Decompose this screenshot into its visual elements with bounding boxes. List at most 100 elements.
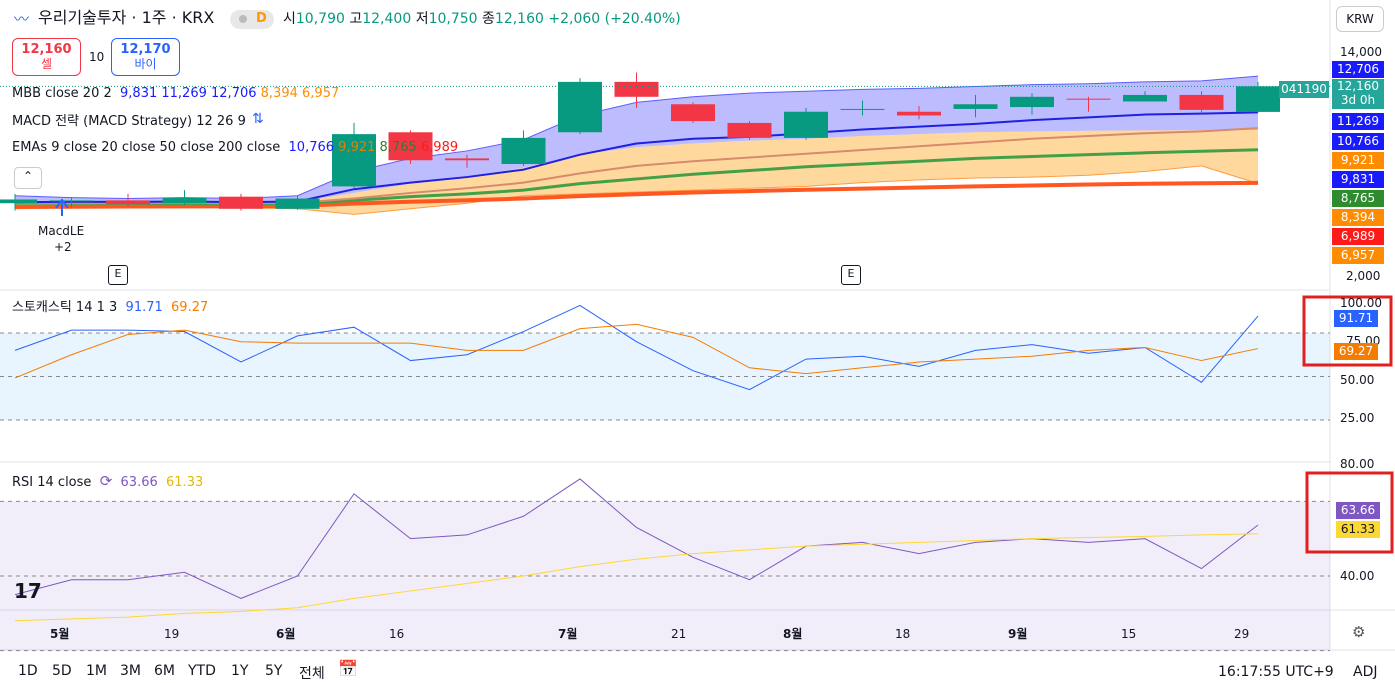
adj-toggle[interactable]: ADJ [1353,664,1378,680]
rsi-ma-line [14,533,1259,622]
price-label-pill: 9,921 [1332,152,1384,169]
price-label-pill: 8,394 [1332,209,1384,226]
event-marker-e[interactable]: E [841,265,861,285]
range-button-1D[interactable]: 1D [18,663,38,679]
price-label-pill: 12,160 3d 0h [1332,79,1384,109]
range-button-5Y[interactable]: 5Y [265,663,283,679]
candle-body [219,196,263,209]
rsi-pill: 63.66 [1336,502,1380,519]
date-range-calendar-icon[interactable]: 📅 [338,659,358,678]
range-button-YTD[interactable]: YTD [188,663,216,679]
candle-body [953,104,998,109]
tradingview-logo-icon[interactable]: 𝟭𝟳 [14,579,42,603]
candle-body [275,198,320,209]
time-axis-label: 21 [671,627,687,641]
price-label-pill: 9,831 [1332,171,1384,188]
time-axis-label: 5월 [50,627,70,641]
candle-body [727,122,772,138]
rsi-axis-80: 80.00 [1340,457,1375,471]
price-axis-bottom: 2,000 [1346,269,1381,283]
brand-icon: 〰 [14,10,30,28]
candle-body [897,111,941,116]
signal-sub: +2 [54,240,72,254]
time-axis-label: 16 [389,627,405,641]
highlight-box [1302,295,1393,367]
price-label-pill: 12,706 [1332,61,1384,78]
badge-letter: D [256,11,267,26]
price-label-pill: 11,269 [1332,113,1384,130]
status-badge[interactable]: D [230,10,274,29]
range-button-1Y[interactable]: 1Y [231,663,249,679]
time-axis-label: 18 [895,627,911,641]
refresh-icon: ⟳ [99,472,113,490]
stoch-axis-50: 50.00 [1340,373,1375,387]
stoch-k-pill: 91.71 [1334,310,1378,327]
candle-body [1123,94,1167,102]
stoch-d-pill: 69.27 [1334,343,1378,360]
currency-selector[interactable]: KRW [1336,6,1384,32]
time-axis-label: 29 [1234,627,1250,641]
range-button-6M[interactable]: 6M [154,663,175,679]
candle-body [49,200,94,202]
clock-readout[interactable]: 16:17:55 UTC+9 [1218,664,1334,680]
event-marker-e[interactable]: E [108,265,128,285]
time-axis-label: 9월 [1008,627,1028,641]
time-axis-label: 8월 [783,627,803,641]
price-label-pill: 10,766 [1332,133,1384,150]
candle-body [558,81,602,133]
candle-body [0,199,37,204]
range-button-전체[interactable]: 전체 [299,666,325,682]
buy-button[interactable]: 12,170 바이 [111,38,180,76]
countdown-label: 3d 0h [1340,93,1376,107]
candle-body [840,108,885,110]
ohlc-readout: 시10,790 고12,400 저10,750 종12,160 +2,060 (… [283,11,681,27]
range-button-5D[interactable]: 5D [52,663,72,679]
price-label-pill: 6,957 [1332,247,1384,264]
bb-upper-fill [15,76,1258,204]
sell-button[interactable]: 12,160 셀 [12,38,81,76]
stoch-legend[interactable]: 스토캐스틱 14 1 3 91.71 69.27 [12,300,209,315]
range-button-3M[interactable]: 3M [120,663,141,679]
macd-long-arrow-icon [55,198,69,216]
time-axis-label: 15 [1121,627,1137,641]
bb-lower-fill [15,129,1258,215]
settings-gear-icon[interactable]: ⚙ [1352,623,1366,641]
candle-body [1236,86,1280,112]
collapse-legend-button[interactable]: ⌃ [14,167,42,189]
stoch-axis-25: 25.00 [1340,411,1375,425]
status-dot-icon [239,15,247,23]
highlight-box [1305,471,1394,554]
candle-body [388,132,433,161]
candle-body [671,104,715,122]
time-axis-label: 19 [164,627,180,641]
price-label-pill: 8,765 [1332,190,1384,207]
candle-body [445,158,489,161]
quantity-field[interactable]: 10 [89,50,105,64]
stoch-k-line [14,304,1259,391]
symbol-title[interactable]: 우리기술투자 · 1주 · KRX [38,8,215,27]
stoch-d-line [14,323,1259,379]
mbb-legend[interactable]: MBB close 20 2 9,831 11,269 12,706 8,394… [12,86,340,101]
candle-body [784,111,828,138]
strategy-arrows-icon[interactable]: ⇅ [252,111,264,127]
candle-body [162,197,207,204]
price-axis-top: 14,000 [1340,45,1382,59]
candle-body [106,200,150,205]
time-axis-label: 7월 [558,627,578,641]
range-button-1M[interactable]: 1M [86,663,107,679]
candle-body [1066,98,1111,100]
macd-strategy-legend[interactable]: MACD 전략 (MACD Strategy) 12 26 9 [12,114,246,129]
emas-legend[interactable]: EMAs 9 close 20 close 50 close 200 close… [12,140,459,155]
candle-body [1010,96,1054,108]
signal-label: MacdLE [38,224,85,238]
time-axis-label: 6월 [276,627,296,641]
symbol-code-tag: 041190 [1279,81,1329,98]
stoch-axis-100: 100.00 [1340,296,1382,310]
rsi-legend[interactable]: RSI 14 close ⟳ 63.66 61.33 [12,472,204,490]
rsi-line [14,478,1259,599]
rsi-ma-pill: 61.33 [1336,521,1380,538]
candle-body [501,137,546,164]
rsi-axis-40: 40.00 [1340,569,1375,583]
candle-body [1179,94,1224,110]
